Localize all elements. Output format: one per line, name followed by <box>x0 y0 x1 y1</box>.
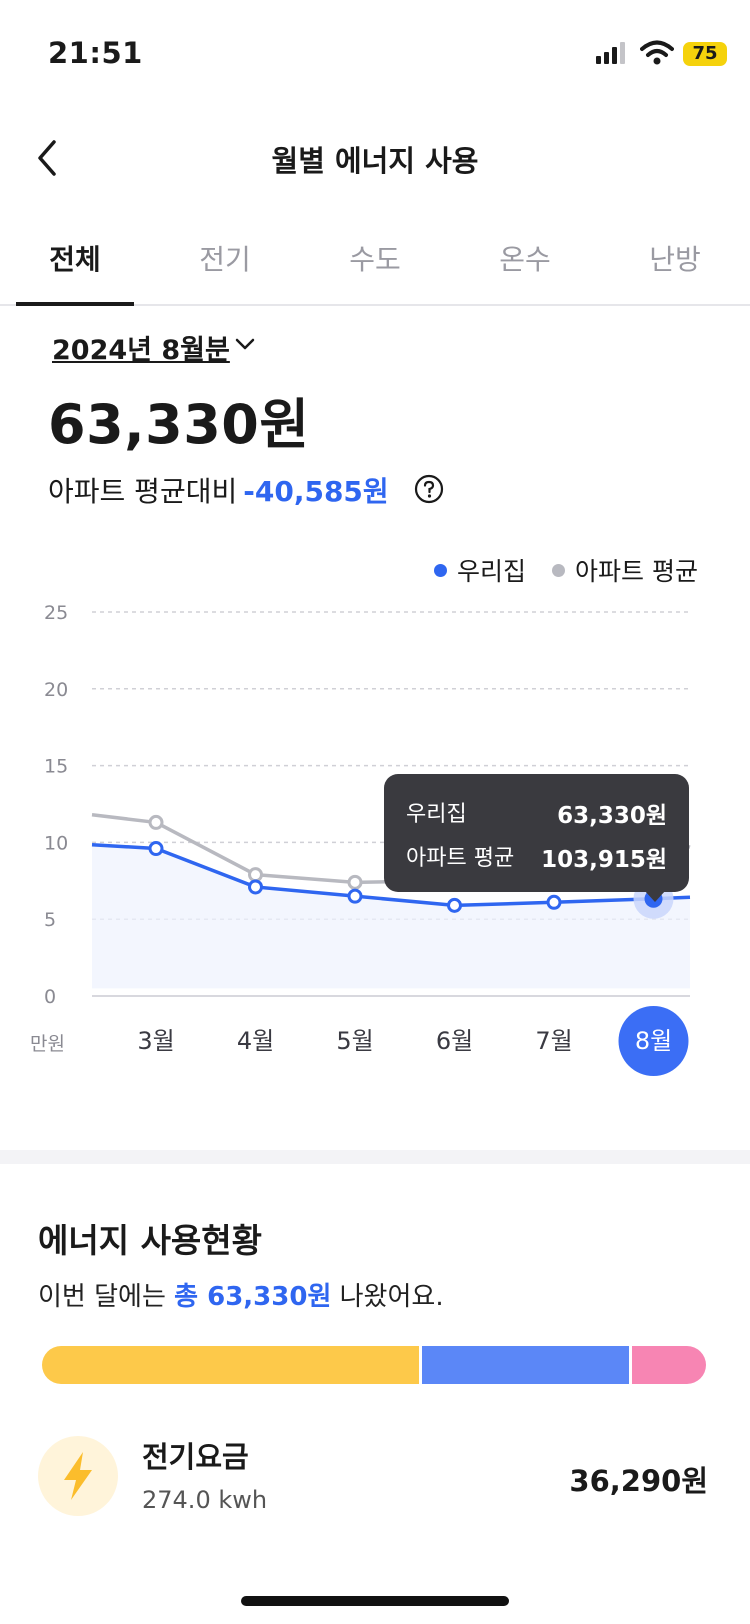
comparison-value: -40,585원 <box>243 475 389 508</box>
data-point-average <box>248 867 263 883</box>
tab-all[interactable]: 전체 <box>0 230 150 306</box>
area-fill-ours <box>92 844 690 989</box>
usage-summary: 이번 달에는 총 63,330원 나왔어요. <box>38 1276 444 1313</box>
month-selected-badge[interactable] <box>618 1006 689 1076</box>
lightning-icon <box>64 1452 92 1500</box>
battery-indicator: 75 <box>683 42 727 66</box>
usage-summary-prefix: 이번 달에는 <box>38 1282 166 1312</box>
period-selector[interactable]: 2024년 8월분 <box>52 335 230 366</box>
status-time: 21:51 <box>48 36 143 70</box>
data-point-average <box>347 874 363 890</box>
legend-dot-average <box>552 563 566 577</box>
data-point-ours <box>248 879 263 895</box>
chart-tooltip: 우리집 63,330원 아파트 평균 103,915원 <box>384 774 689 892</box>
tooltip-average-value: 103,915원 <box>541 847 667 873</box>
tooltip-average-label: 아파트 평균 <box>406 846 515 871</box>
electricity-item-amount: 36,290원 <box>569 1464 708 1498</box>
page-title: 월별 에너지 사용 <box>271 144 479 178</box>
back-chevron-icon[interactable] <box>30 136 70 180</box>
tooltip-ours-value: 63,330원 <box>557 803 667 829</box>
data-point-ours <box>546 894 562 910</box>
electricity-item-usage: 274.0 kwh <box>142 1486 268 1514</box>
tab-water[interactable]: 수도 <box>349 243 401 276</box>
y-tick-label: 20 <box>44 679 68 701</box>
usage-segment <box>422 1346 630 1384</box>
data-point-ours <box>148 841 164 857</box>
y-tick-label: 10 <box>44 832 68 854</box>
usage-segment <box>42 1346 420 1384</box>
category-tabs: 전체 전기 수도 온수 난방 <box>0 230 750 306</box>
home-indicator <box>241 1596 509 1606</box>
legend-label-average: 아파트 평균 <box>575 557 698 586</box>
month-label[interactable]: 7월 <box>535 1027 572 1055</box>
chart-legend: 우리집 아파트 평균 <box>434 552 698 588</box>
tooltip-ours-label: 우리집 <box>406 802 467 827</box>
legend-item-average: 아파트 평균 <box>552 552 698 588</box>
tooltip-arrow <box>644 890 666 902</box>
usage-summary-suffix: 나왔어요. <box>339 1282 444 1312</box>
usage-summary-total: 총 63,330원 <box>174 1282 332 1312</box>
y-unit-label: 만원 <box>30 1033 65 1055</box>
average-comparison: 아파트 평균대비 -40,585원 <box>48 470 389 510</box>
electricity-item-icon <box>38 1436 118 1516</box>
y-tick-label: 0 <box>44 986 56 1008</box>
legend-dot-ours <box>434 563 448 577</box>
data-point-ours <box>347 888 363 904</box>
legend-label-ours: 우리집 <box>457 557 527 586</box>
month-label[interactable]: 8월 <box>635 1027 672 1055</box>
tab-heating[interactable]: 난방 <box>649 243 701 276</box>
wifi-icon <box>640 40 674 65</box>
usage-section-title: 에너지 사용현황 <box>38 1221 263 1260</box>
tab-electricity[interactable]: 전기 <box>199 243 251 276</box>
y-tick-label: 15 <box>44 756 68 778</box>
cellular-signal-icon <box>596 42 625 64</box>
usage-segment <box>632 1346 706 1384</box>
comparison-label: 아파트 평균대비 <box>48 475 238 508</box>
y-tick-label: 5 <box>44 909 56 931</box>
usage-breakdown-bar <box>42 1346 706 1384</box>
chevron-down-icon[interactable] <box>234 336 256 352</box>
month-label[interactable]: 5월 <box>336 1027 373 1055</box>
month-label[interactable]: 6월 <box>436 1027 473 1055</box>
total-amount: 63,330원 <box>48 393 310 456</box>
tab-hot-water[interactable]: 온수 <box>499 243 551 276</box>
help-icon[interactable] <box>414 474 444 504</box>
data-point-average <box>148 814 164 830</box>
electricity-item-name[interactable]: 전기요금 <box>142 1440 249 1474</box>
month-label[interactable]: 3월 <box>137 1027 174 1055</box>
data-point-ours <box>447 897 462 913</box>
section-divider <box>0 1150 750 1164</box>
legend-item-ours: 우리집 <box>434 552 526 588</box>
month-label[interactable]: 4월 <box>237 1027 274 1055</box>
y-tick-label: 25 <box>44 602 68 624</box>
